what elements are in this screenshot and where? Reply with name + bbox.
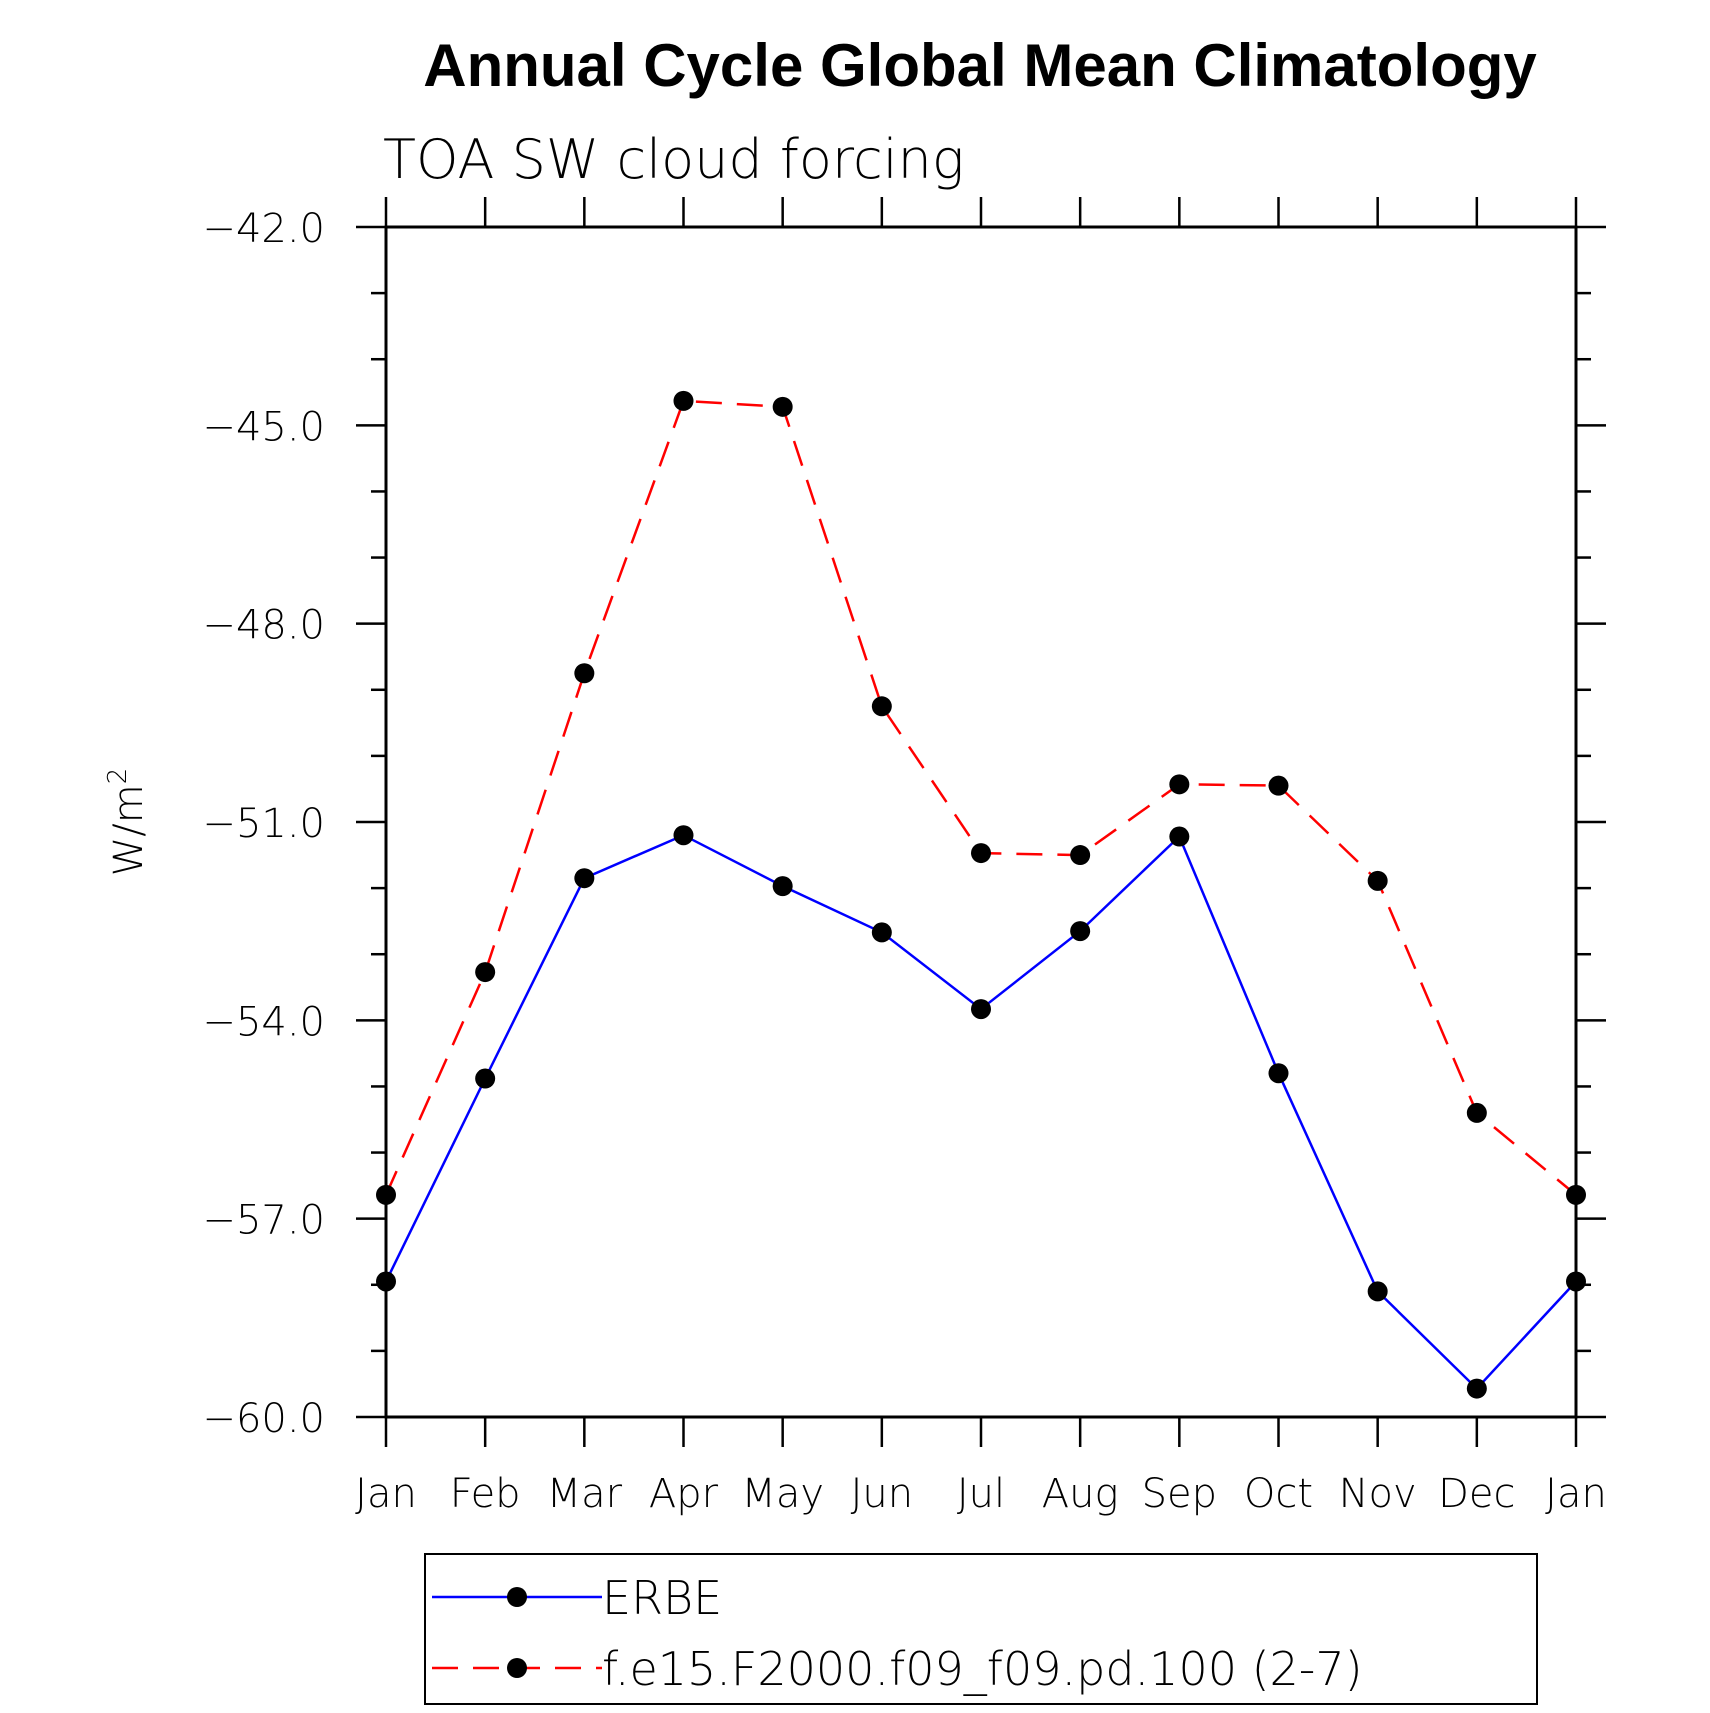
- data-point-0: [1566, 1271, 1586, 1292]
- data-point-1: [1070, 845, 1091, 866]
- data-point-0: [1268, 1063, 1289, 1084]
- data-point-1: [1466, 1102, 1487, 1123]
- data-point-0: [1169, 826, 1190, 847]
- x-tick-label: Oct: [1244, 1471, 1313, 1517]
- y-axis-label-superscript: 2: [103, 768, 133, 785]
- data-point-0: [673, 825, 694, 846]
- x-tick-label: Sep: [1142, 1471, 1217, 1517]
- data-point-1: [1566, 1184, 1586, 1205]
- chart-title: Annual Cycle Global Mean Climatology: [423, 32, 1537, 99]
- x-tick-label: Aug: [1042, 1471, 1119, 1517]
- data-point-0: [971, 999, 991, 1020]
- data-point-1: [1169, 774, 1190, 795]
- data-point-0: [574, 868, 595, 889]
- data-point-0: [1367, 1281, 1388, 1302]
- plot-frame: [384, 225, 1578, 1419]
- data-point-1: [1268, 775, 1289, 796]
- data-point-0: [871, 922, 892, 943]
- axis-ticks: [356, 197, 1606, 1447]
- y-tick-label: −48.0: [202, 603, 325, 649]
- y-tick-labels: −42.0 −45.0 −48.0 −51.0 −54.0 −57.0 −60.0: [202, 206, 325, 1442]
- series-points: [376, 390, 1586, 1399]
- data-point-0: [1070, 921, 1091, 942]
- series-line-1: [384, 399, 1577, 1196]
- y-tick-label: −54.0: [202, 999, 325, 1045]
- x-tick-label: Feb: [450, 1471, 521, 1517]
- data-point-0: [1466, 1378, 1487, 1399]
- x-tick-label: May: [741, 1471, 824, 1517]
- x-tick-labels: Jan Feb Mar Apr May Jun Jul Aug Sep Oct Nov Dec Jan: [355, 1471, 1607, 1517]
- legend: ERBE f.e15.F2000.f09_f09.pd.100 (2-7): [424, 1553, 1538, 1705]
- x-tick-label: Mar: [547, 1471, 623, 1517]
- y-tick-label: −42.0: [202, 206, 325, 252]
- legend-label-model: f.e15.F2000.f09_f09.pd.100 (2-7): [602, 1642, 1363, 1696]
- data-point-1: [574, 663, 595, 684]
- chart-subtitle: TOA SW cloud forcing: [383, 128, 964, 191]
- data-point-1: [475, 962, 496, 983]
- y-tick-label: −45.0: [202, 404, 325, 450]
- data-point-0: [772, 876, 793, 897]
- y-tick-label: −51.0: [202, 801, 325, 847]
- x-tick-label: Jan: [1545, 1471, 1607, 1517]
- x-tick-label: Jan: [355, 1471, 417, 1517]
- data-point-1: [871, 696, 892, 717]
- data-point-0: [475, 1068, 496, 1089]
- y-axis-label-text: W/m: [106, 784, 152, 876]
- legend-label-erbe: ERBE: [602, 1571, 722, 1625]
- x-tick-label: Jul: [957, 1471, 1005, 1517]
- data-point-1: [673, 390, 694, 411]
- x-tick-label: Apr: [649, 1471, 719, 1517]
- x-tick-label: Dec: [1438, 1471, 1515, 1517]
- data-point-1: [772, 396, 793, 417]
- data-point-1: [971, 843, 991, 864]
- legend-marker-model: [507, 1658, 527, 1678]
- series-lines: [384, 399, 1577, 1391]
- y-axis-label: W/m2: [103, 768, 152, 877]
- data-point-1: [1367, 870, 1388, 891]
- x-tick-label: Jun: [851, 1471, 914, 1517]
- y-tick-label: −57.0: [202, 1198, 325, 1244]
- y-tick-label: −60.0: [202, 1396, 325, 1442]
- legend-marker-erbe: [507, 1587, 527, 1607]
- series-line-0: [384, 833, 1577, 1391]
- svg-text:W/m2: W/m2: [103, 768, 152, 877]
- data-point-1: [376, 1184, 396, 1205]
- x-tick-label: Nov: [1339, 1471, 1417, 1517]
- legend-box: [424, 1553, 1538, 1705]
- data-point-0: [376, 1271, 396, 1292]
